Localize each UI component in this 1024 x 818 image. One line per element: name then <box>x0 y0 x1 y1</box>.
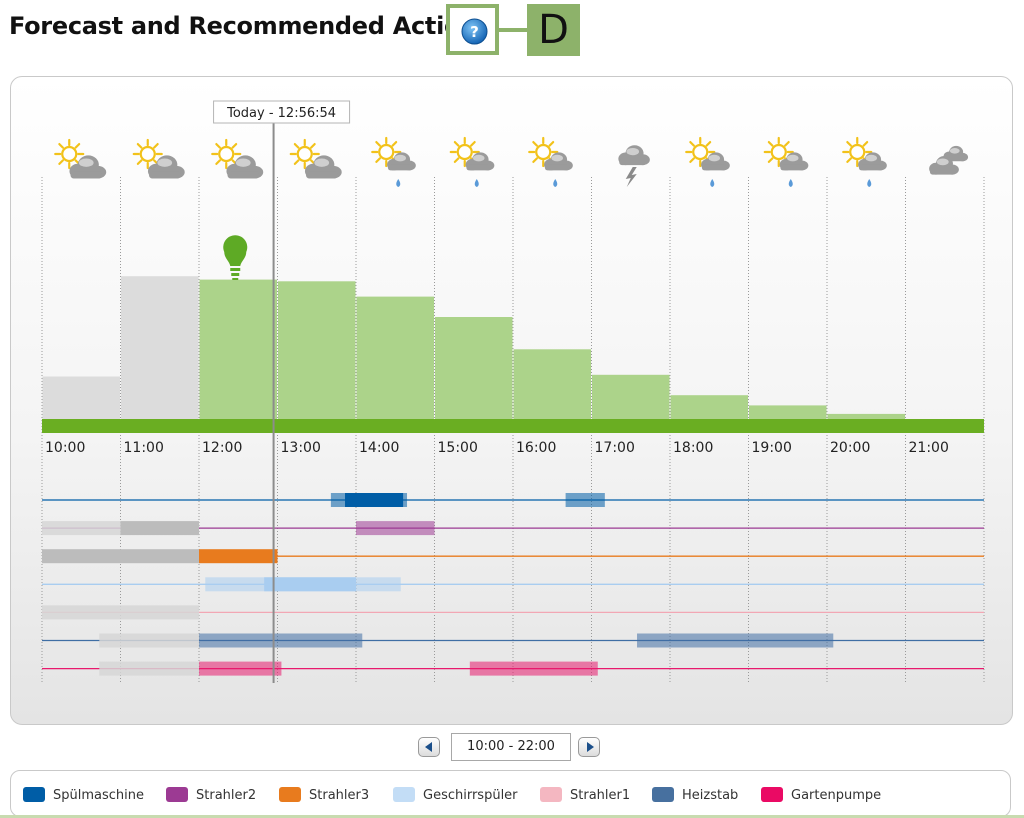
lightbulb-icon <box>223 235 248 280</box>
callout-label: D <box>527 4 580 56</box>
bottom-divider <box>0 815 1024 818</box>
schedule-block <box>42 549 199 564</box>
forecast-bar <box>42 376 120 419</box>
hour-label: 13:00 <box>281 440 321 456</box>
legend-swatch <box>540 787 562 802</box>
legend-label: Strahler3 <box>309 788 370 803</box>
forecast-bar <box>199 279 277 419</box>
sun-cloud-icon <box>211 138 264 179</box>
schedule-row <box>42 661 984 676</box>
sun-rain-icon <box>685 136 730 187</box>
legend-item: Spülmaschine <box>23 787 144 805</box>
schedule-block <box>356 521 435 536</box>
hour-label: 16:00 <box>516 440 556 456</box>
sun-cloud-icon <box>132 138 185 179</box>
hour-label: 10:00 <box>45 440 85 456</box>
schedule-row <box>42 521 984 536</box>
legend-swatch <box>761 787 783 802</box>
legend-item: Strahler3 <box>279 787 369 805</box>
legend-swatch <box>166 787 188 802</box>
svg-text:Today - 12:56:54: Today - 12:56:54 <box>226 106 336 121</box>
sun-rain-icon <box>371 136 416 187</box>
schedule-row <box>42 633 984 648</box>
hour-label: 15:00 <box>438 440 478 456</box>
legend-label: Strahler1 <box>570 788 631 803</box>
legend-item: Heizstab <box>652 787 738 805</box>
legend-swatch <box>279 787 301 802</box>
help-icon[interactable]: ? <box>461 18 488 45</box>
legend-label: Heizstab <box>682 788 739 803</box>
schedule-block <box>264 577 356 592</box>
forecast-bar <box>435 317 513 419</box>
schedule-block <box>199 549 278 564</box>
legend-label: Spülmaschine <box>53 788 144 803</box>
schedule-row <box>42 549 984 564</box>
hour-label: 21:00 <box>909 440 949 456</box>
hour-label: 11:00 <box>124 440 164 456</box>
arrow-right-icon <box>587 742 594 752</box>
legend-item: Gartenpumpe <box>761 787 881 805</box>
schedule-block <box>120 521 199 536</box>
forecast-chart: 10:00 11:00 12:00 13:00 14:00 15:00 16:00 17:00… <box>41 100 985 683</box>
sun-cloud-icon <box>289 138 342 179</box>
schedule-block <box>42 605 199 620</box>
forecast-chart-panel: 10:00 11:00 12:00 13:00 14:00 15:00 16:00 17:00… <box>10 76 1013 725</box>
next-range-button[interactable] <box>578 737 600 757</box>
sun-rain-icon <box>528 136 573 187</box>
legend-swatch <box>23 787 45 802</box>
sun-rain-icon <box>449 136 495 187</box>
hour-label: 14:00 <box>359 440 399 456</box>
forecast-bar <box>278 281 356 419</box>
sun-rain-icon <box>763 136 809 187</box>
schedule-block <box>565 493 605 507</box>
sun-cloud-icon <box>54 138 107 179</box>
legend-item: Geschirrspüler <box>393 787 518 805</box>
page-title: Forecast and Recommended Action <box>9 12 477 40</box>
time-range-display: 10:00 - 22:00 <box>451 733 571 761</box>
schedule-block <box>99 633 199 648</box>
forecast-bar <box>592 374 670 419</box>
device-legend: Spülmaschine Strahler2 Strahler3 Geschirrsp… <box>10 770 1011 817</box>
arrow-left-icon <box>425 742 432 752</box>
baseline-strip <box>42 419 984 433</box>
hour-label: 20:00 <box>830 440 870 456</box>
schedule-block <box>637 633 834 648</box>
forecast-bar <box>749 405 827 419</box>
forecast-bar <box>670 395 748 419</box>
schedule-block <box>199 633 363 648</box>
svg-text:?: ? <box>470 23 479 41</box>
hour-label: 17:00 <box>595 440 635 456</box>
callout-connector <box>499 28 527 32</box>
hour-label: 19:00 <box>752 440 792 456</box>
schedule-row <box>42 605 984 620</box>
clouds-icon <box>929 145 969 175</box>
schedule-block <box>345 493 404 507</box>
schedule-block <box>199 661 282 676</box>
forecast-bar <box>356 296 434 419</box>
forecast-bar <box>121 276 199 419</box>
legend-label: Strahler2 <box>196 788 257 803</box>
legend-label: Gartenpumpe <box>791 788 882 803</box>
forecast-bar <box>513 349 591 419</box>
hour-label: 18:00 <box>673 440 713 456</box>
schedule-block <box>42 521 121 536</box>
legend-item: Strahler2 <box>166 787 256 805</box>
legend-item: Strahler1 <box>540 787 630 805</box>
forecast-bar <box>827 413 905 419</box>
legend-swatch <box>393 787 415 802</box>
previous-range-button[interactable] <box>418 737 440 757</box>
schedule-block <box>99 661 199 676</box>
legend-swatch <box>652 787 674 802</box>
current-time-tooltip: Today - 12:56:54 <box>213 100 351 124</box>
sun-rain-icon <box>842 136 887 187</box>
schedule-row <box>42 577 984 592</box>
schedule-block <box>469 661 598 676</box>
legend-label: Geschirrspüler <box>423 788 518 803</box>
help-highlight-frame: ? <box>446 4 499 55</box>
thunderstorm-icon <box>618 145 650 187</box>
hour-label: 12:00 <box>202 440 242 456</box>
schedule-row <box>42 493 984 507</box>
